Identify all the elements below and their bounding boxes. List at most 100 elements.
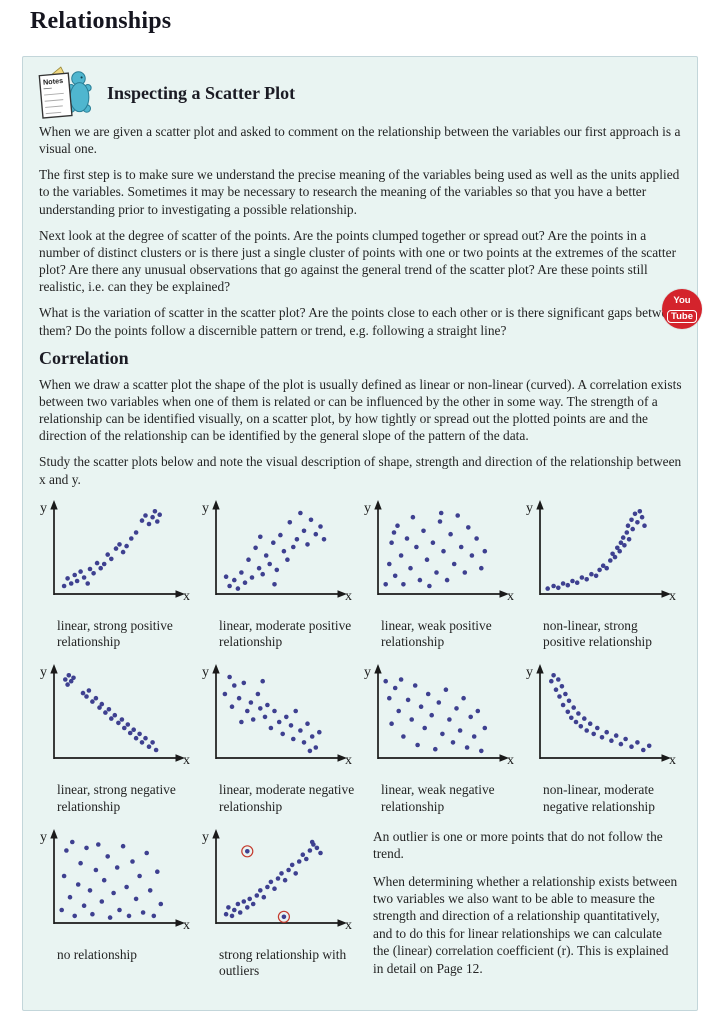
data-point	[96, 841, 101, 847]
data-point	[474, 535, 479, 541]
data-point	[78, 860, 83, 866]
data-point	[120, 549, 126, 555]
data-point	[625, 523, 631, 528]
data-point	[99, 898, 105, 904]
data-point	[261, 894, 267, 900]
youtube-icon[interactable]: You Tube	[662, 289, 702, 329]
data-point	[383, 581, 388, 587]
x-axis-arrow	[499, 589, 509, 598]
correlation-coefficient-note: When determining whether a relationship …	[373, 873, 678, 976]
data-point	[91, 570, 96, 576]
data-point	[422, 725, 427, 731]
data-point	[314, 845, 320, 850]
data-point	[637, 508, 643, 514]
data-point	[309, 839, 315, 844]
outlier-ring	[277, 910, 291, 923]
data-point	[90, 911, 95, 917]
y-axis-label: y	[202, 830, 209, 845]
data-point	[313, 745, 319, 750]
data-point	[318, 523, 323, 529]
data-point	[584, 576, 589, 582]
data-point	[437, 518, 443, 524]
data-point	[255, 691, 261, 697]
data-point	[300, 852, 306, 857]
x-axis-label: x	[345, 918, 352, 933]
data-point	[105, 551, 110, 557]
scatter-plot: yx	[202, 499, 352, 604]
data-point	[120, 843, 126, 849]
data-point	[235, 901, 241, 906]
y-axis-label: y	[364, 665, 371, 680]
data-point	[146, 744, 152, 750]
data-point	[617, 548, 622, 554]
data-point	[237, 909, 243, 915]
notes-icon: Notes	[38, 66, 92, 119]
data-point	[296, 858, 302, 864]
data-point	[232, 907, 237, 912]
data-point	[429, 713, 434, 718]
data-point	[144, 850, 149, 855]
scatter-plot-cell: y x strong relationship with outliers	[199, 826, 361, 991]
data-point	[404, 535, 410, 541]
data-point	[618, 741, 624, 747]
data-point	[623, 736, 628, 742]
data-point	[309, 734, 315, 739]
data-point	[307, 748, 313, 754]
data-point	[576, 711, 581, 716]
y-axis-arrow	[212, 499, 220, 510]
notes-icon-label: Notes	[43, 76, 64, 87]
x-axis-arrow	[661, 754, 671, 762]
data-point	[551, 583, 556, 588]
data-point	[227, 674, 232, 680]
data-point	[278, 532, 283, 538]
data-point	[99, 701, 105, 707]
notepad-paper: Notes	[38, 72, 73, 119]
data-point	[68, 580, 74, 586]
data-point	[229, 913, 235, 918]
data-point	[150, 514, 155, 520]
paragraph: When we draw a scatter plot the shape of…	[39, 376, 682, 444]
data-point	[599, 735, 605, 740]
data-point	[479, 565, 484, 571]
data-point	[301, 528, 307, 533]
data-point	[226, 904, 231, 910]
data-point	[151, 913, 157, 918]
data-point	[276, 719, 282, 725]
data-point	[624, 529, 630, 535]
data-point	[579, 574, 585, 580]
scatter-plot: yx	[526, 664, 676, 768]
plot-row-2: y x linear, strong negative relationship y x…	[37, 661, 683, 826]
data-point	[632, 511, 638, 516]
x-axis-label: x	[345, 589, 352, 604]
scatter-plot: yx	[202, 664, 352, 768]
data-point	[101, 561, 107, 566]
data-point	[427, 583, 432, 588]
gecko-mascot-icon	[66, 71, 92, 113]
data-point	[103, 710, 108, 716]
data-point	[417, 577, 423, 583]
data-point	[80, 690, 86, 696]
y-axis-arrow	[536, 664, 544, 674]
data-point	[466, 524, 471, 530]
scatter-plot-cell: y x linear, weak negative relationship	[361, 661, 523, 826]
data-point	[267, 561, 272, 566]
plot-caption: no relationship	[57, 946, 137, 962]
paragraph: The first step is to make sure we unders…	[39, 167, 680, 217]
data-point	[72, 572, 77, 577]
content-box: Notes Inspecting a Scatter Plot When we …	[22, 56, 698, 1011]
data-point	[410, 514, 416, 520]
data-point	[272, 581, 277, 587]
x-axis-arrow	[175, 589, 185, 598]
data-point	[117, 541, 122, 547]
data-point	[549, 679, 554, 684]
data-point	[444, 577, 450, 583]
data-point	[482, 548, 488, 554]
y-axis-arrow	[50, 828, 58, 839]
data-point	[387, 561, 392, 566]
data-point	[258, 706, 263, 711]
data-point	[147, 887, 153, 893]
data-point	[155, 869, 160, 874]
x-axis-arrow	[337, 754, 347, 762]
data-point	[139, 740, 145, 745]
data-point	[443, 687, 449, 693]
